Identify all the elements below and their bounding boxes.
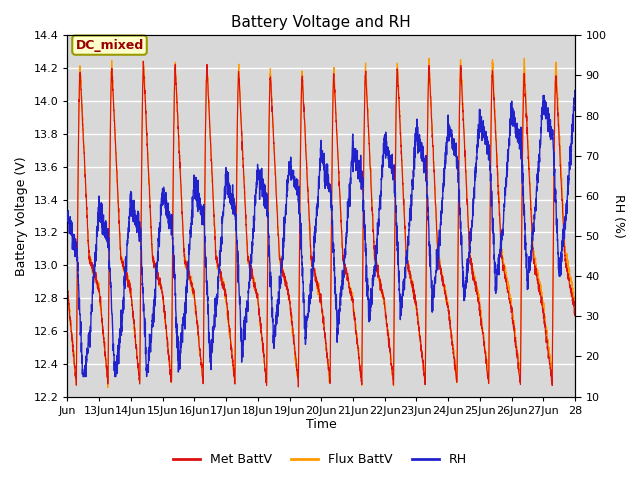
Title: Battery Voltage and RH: Battery Voltage and RH: [232, 15, 411, 30]
Text: DC_mixed: DC_mixed: [76, 38, 143, 52]
Legend: Met BattV, Flux BattV, RH: Met BattV, Flux BattV, RH: [168, 448, 472, 471]
X-axis label: Time: Time: [306, 419, 337, 432]
Y-axis label: RH (%): RH (%): [612, 194, 625, 238]
Y-axis label: Battery Voltage (V): Battery Voltage (V): [15, 156, 28, 276]
